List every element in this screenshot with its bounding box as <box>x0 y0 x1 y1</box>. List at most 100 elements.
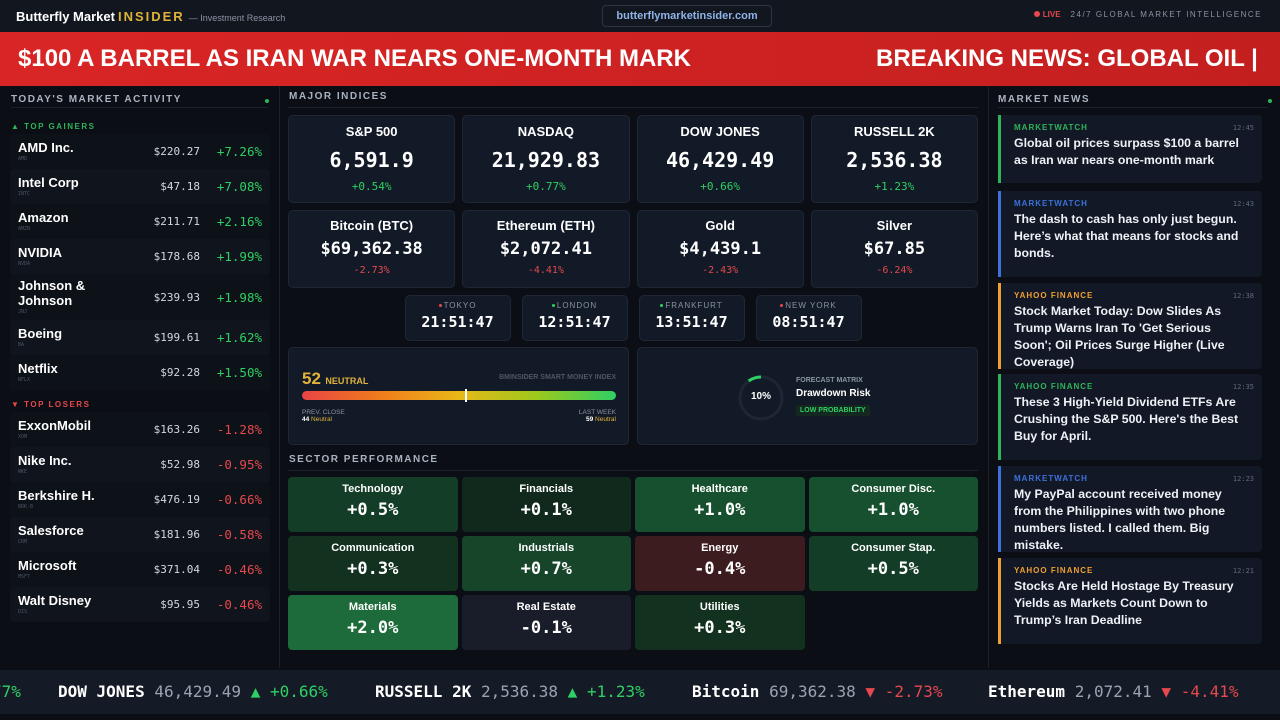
stock-price: $95.95 <box>160 598 200 611</box>
ticker-item[interactable]: Ethereum 2,072.41 ▼ -4.41% <box>988 670 1238 714</box>
stock-row[interactable]: Salesforce CRM $181.96 -0.58% <box>10 517 270 552</box>
sector-change: +1.0% <box>867 500 919 520</box>
status-dot-icon <box>1268 99 1272 103</box>
world-clock: LONDON 12:51:47 <box>521 295 628 341</box>
stock-name-cell: Berkshire H. BRK-B <box>18 488 120 511</box>
sector-name: Technology <box>342 483 404 495</box>
sector-name: Materials <box>348 601 397 613</box>
sector-tile[interactable]: Healthcare +1.0% <box>635 477 805 532</box>
stock-name-cell: AMD Inc. AMD <box>18 140 120 163</box>
smart-money-index-card[interactable]: 52 NEUTRAL BMINSIDER SMART MONEY INDEX P… <box>288 347 629 445</box>
index-card[interactable]: Silver $67.85 -6.24% <box>810 210 978 288</box>
sector-tile[interactable]: Technology +0.5% <box>288 477 458 532</box>
sector-name: Industrials <box>518 542 575 554</box>
clock-time: 12:51:47 <box>538 313 611 331</box>
index-name: NASDAQ <box>517 124 575 139</box>
ticker-item[interactable]: DOW JONES 46,429.49 ▲ +0.66% <box>58 670 328 714</box>
index-card[interactable]: DOW JONES 46,429.49 +0.66% <box>636 115 804 203</box>
news-item[interactable]: MARKETWATCH 12:43 The dash to cash has onl… <box>998 191 1262 277</box>
sector-tile[interactable]: Real Estate -0.1% <box>461 595 631 650</box>
gauge-marker <box>465 389 468 402</box>
news-time: 12:43 <box>1232 200 1254 208</box>
top-losers-label: ▼ TOP LOSERS <box>11 400 91 409</box>
stock-row[interactable]: Johnson & Johnson JNJ $239.93 +1.98% <box>10 274 270 320</box>
stock-change: -0.95% <box>216 457 262 472</box>
bottom-ticker[interactable]: 77% DOW JONES 46,429.49 ▲ +0.66% RUSSELL 2… <box>0 670 1280 714</box>
sector-tile[interactable]: Industrials +0.7% <box>461 536 631 591</box>
tagline: 24/7 GLOBAL MARKET INTELLIGENCE <box>1070 10 1262 19</box>
sector-name: Communication <box>331 542 415 554</box>
smart-money-value: 52 <box>302 369 321 388</box>
index-card[interactable]: S&P 500 6,591.9 +0.54% <box>288 115 456 203</box>
indices-grid: S&P 500 6,591.9 +0.54% NASDAQ 21,929.83 +0.77… <box>288 115 978 288</box>
index-change: +0.54% <box>351 180 392 193</box>
stock-price: $211.71 <box>153 215 200 228</box>
index-name: Gold <box>705 218 735 233</box>
stock-row[interactable]: Intel Corp INTC $47.18 +7.08% <box>10 169 270 204</box>
sector-change: +0.3% <box>347 559 399 579</box>
sector-tile[interactable]: Energy -0.4% <box>635 536 805 591</box>
stock-price: $181.96 <box>153 528 200 541</box>
sector-change: +0.3% <box>694 618 746 638</box>
stock-name: Amazon <box>18 210 69 225</box>
index-card[interactable]: Ethereum (ETH) $2,072.41 -4.41% <box>462 210 630 288</box>
stock-row[interactable]: Amazon AMZN $211.71 +2.16% <box>10 204 270 239</box>
ticker-value: 46,429.49 <box>154 682 242 701</box>
divider <box>288 470 978 471</box>
ticker-change: +0.66% <box>269 682 328 701</box>
panel-title: TODAY'S MARKET ACTIVITY <box>11 94 182 105</box>
brand-logo[interactable]: Butterfly Market INSIDER — Investment Rese… <box>16 9 285 24</box>
news-source: MARKETWATCH <box>1014 199 1088 208</box>
stock-ticker: NFLX <box>18 377 31 383</box>
sector-change: +0.5% <box>347 500 399 520</box>
index-card[interactable]: Gold $4,439.1 -2.43% <box>636 210 804 288</box>
world-clock: NEW YORK 08:51:47 <box>755 295 862 341</box>
stock-row[interactable]: ExxonMobil XOM $163.26 -1.28% <box>10 412 270 447</box>
arrow-down-icon: ▼ <box>865 682 876 701</box>
index-card[interactable]: Bitcoin (BTC) $69,362.38 -2.73% <box>288 210 456 288</box>
index-card[interactable]: RUSSELL 2K 2,536.38 +1.23% <box>810 115 978 203</box>
arrow-down-icon: ▼ <box>1161 682 1172 701</box>
index-card[interactable]: NASDAQ 21,929.83 +0.77% <box>462 115 630 203</box>
index-change: +0.66% <box>700 180 740 193</box>
index-value: 46,429.49 <box>665 148 775 172</box>
ticker-item[interactable]: RUSSELL 2K 2,536.38 ▲ +1.23% <box>375 670 645 714</box>
clock-time: 08:51:47 <box>772 313 845 331</box>
news-time: 12:38 <box>1232 292 1254 300</box>
sector-tile[interactable]: Financials +0.1% <box>461 477 631 532</box>
stock-ticker: BA <box>18 342 25 348</box>
breaking-news-banner[interactable]: $100 A BARREL AS IRAN WAR NEARS ONE-MONT… <box>0 32 1280 86</box>
sector-name: Healthcare <box>691 483 748 495</box>
stock-row[interactable]: Walt Disney DIS $95.95 -0.46% <box>10 587 270 622</box>
stock-row[interactable]: Berkshire H. BRK-B $476.19 -0.66% <box>10 482 270 517</box>
site-url-link[interactable]: butterflymarketinsider.com <box>602 5 772 27</box>
news-source: MARKETWATCH <box>1014 474 1088 483</box>
news-item[interactable]: YAHOO FINANCE 12:21 Stocks Are Held Hostag… <box>998 558 1262 644</box>
stock-change: -0.58% <box>216 527 262 542</box>
news-item[interactable]: MARKETWATCH 12:23 My PayPal account receiv… <box>998 466 1262 552</box>
news-item[interactable]: YAHOO FINANCE 12:35 These 3 High-Yield Div… <box>998 374 1262 460</box>
news-headline: Stock Market Today: Dow Slides As Trump … <box>1014 304 1225 369</box>
stock-row[interactable]: Netflix NFLX $92.28 +1.50% <box>10 355 270 390</box>
sector-tile[interactable]: Materials +2.0% <box>288 595 458 650</box>
sector-tile[interactable]: Communication +0.3% <box>288 536 458 591</box>
stock-row[interactable]: Boeing BA $199.61 +1.62% <box>10 320 270 355</box>
ticker-item[interactable]: Bitcoin 69,362.38 ▼ -2.73% <box>692 670 943 714</box>
news-item[interactable]: YAHOO FINANCE 12:38 Stock Market Today: Do… <box>998 283 1262 369</box>
forecast-card[interactable]: 10% FORECAST MATRIX Drawdown Risk LOW PR… <box>637 347 978 445</box>
ticker-change: +1.23% <box>586 682 645 701</box>
drawdown-ring-icon <box>738 375 784 421</box>
sector-tile[interactable]: Consumer Stap. +0.5% <box>808 536 978 591</box>
stock-row[interactable]: Microsoft MSFT $371.04 -0.46% <box>10 552 270 587</box>
stock-row[interactable]: NVIDIA NVDA $178.68 +1.99% <box>10 239 270 274</box>
stock-name-cell: Amazon AMZN <box>18 210 120 233</box>
divider <box>11 107 268 108</box>
clock-city: FRANKFURT <box>640 301 744 310</box>
sector-tile[interactable]: Utilities +0.3% <box>635 595 805 650</box>
brand-name: Butterfly Market <box>16 8 115 24</box>
stock-row[interactable]: Nike Inc. NKE $52.98 -0.95% <box>10 447 270 482</box>
ticker-value: 2,536.38 <box>480 682 559 701</box>
news-item[interactable]: MARKETWATCH 12:45 Global oil prices surpas… <box>998 115 1262 183</box>
stock-row[interactable]: AMD Inc. AMD $220.27 +7.26% <box>10 134 270 169</box>
sector-tile[interactable]: Consumer Disc. +1.0% <box>808 477 978 532</box>
